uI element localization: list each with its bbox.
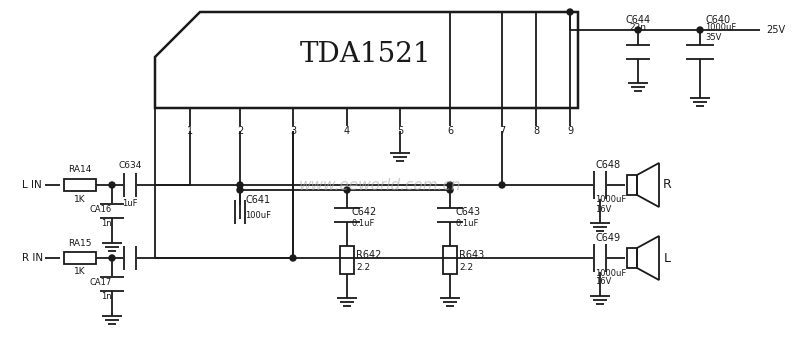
Text: C648: C648 — [595, 160, 620, 170]
Text: 3: 3 — [290, 126, 296, 136]
Text: CA16: CA16 — [90, 205, 112, 214]
Text: 9: 9 — [567, 126, 573, 136]
Text: C641: C641 — [245, 195, 270, 205]
Text: RA15: RA15 — [68, 238, 92, 248]
Text: 100uF: 100uF — [245, 210, 271, 220]
Text: 0.1uF: 0.1uF — [455, 220, 478, 228]
Circle shape — [344, 187, 350, 193]
Circle shape — [290, 255, 296, 261]
Text: R IN: R IN — [22, 253, 43, 263]
Circle shape — [499, 182, 505, 188]
Text: R642: R642 — [356, 250, 382, 260]
Bar — [64, 252, 96, 264]
Text: 35V: 35V — [705, 34, 722, 42]
Text: 16V: 16V — [595, 205, 611, 213]
Text: 1K: 1K — [74, 267, 86, 276]
Bar — [340, 246, 354, 274]
Text: L: L — [663, 251, 670, 264]
Bar — [627, 248, 637, 268]
Text: 1000uF: 1000uF — [705, 24, 736, 32]
Text: 2: 2 — [237, 126, 243, 136]
Text: www.eeworld.com.cn: www.eeworld.com.cn — [298, 177, 462, 193]
Text: C643: C643 — [455, 207, 480, 217]
Circle shape — [237, 187, 243, 193]
Text: CA17: CA17 — [90, 278, 112, 287]
Text: 5: 5 — [397, 126, 403, 136]
Text: C634: C634 — [118, 160, 142, 170]
Text: C640: C640 — [705, 15, 730, 25]
Text: 8: 8 — [533, 126, 539, 136]
Text: 7: 7 — [499, 126, 505, 136]
Circle shape — [567, 9, 573, 15]
Text: C649: C649 — [595, 233, 620, 243]
Text: 6: 6 — [447, 126, 453, 136]
Circle shape — [109, 255, 115, 261]
Text: 1n: 1n — [102, 219, 112, 228]
Bar — [627, 175, 637, 195]
Text: 1: 1 — [187, 126, 193, 136]
Text: 22n: 22n — [630, 24, 646, 32]
Text: 25V: 25V — [766, 25, 785, 35]
Text: 1K: 1K — [74, 195, 86, 203]
Text: 0.1uF: 0.1uF — [352, 220, 375, 228]
Circle shape — [237, 182, 243, 188]
Text: 1000uF: 1000uF — [595, 268, 626, 277]
Text: C642: C642 — [352, 207, 378, 217]
Text: 1n: 1n — [102, 292, 112, 301]
Text: RA14: RA14 — [68, 166, 92, 174]
Text: R: R — [662, 179, 671, 192]
Text: 1000uF: 1000uF — [595, 196, 626, 205]
Text: 2.2: 2.2 — [356, 263, 370, 273]
Text: 4: 4 — [344, 126, 350, 136]
Bar — [64, 179, 96, 191]
Text: TDA1521: TDA1521 — [300, 41, 432, 68]
Circle shape — [635, 27, 641, 33]
Text: R643: R643 — [459, 250, 484, 260]
Text: 1uF: 1uF — [122, 198, 138, 208]
Text: 16V: 16V — [595, 277, 611, 287]
Circle shape — [697, 27, 703, 33]
Text: 2.2: 2.2 — [459, 263, 473, 273]
Text: C644: C644 — [626, 15, 650, 25]
Circle shape — [447, 182, 453, 188]
Circle shape — [109, 182, 115, 188]
Bar — [443, 246, 457, 274]
Text: L IN: L IN — [22, 180, 42, 190]
Circle shape — [447, 187, 453, 193]
